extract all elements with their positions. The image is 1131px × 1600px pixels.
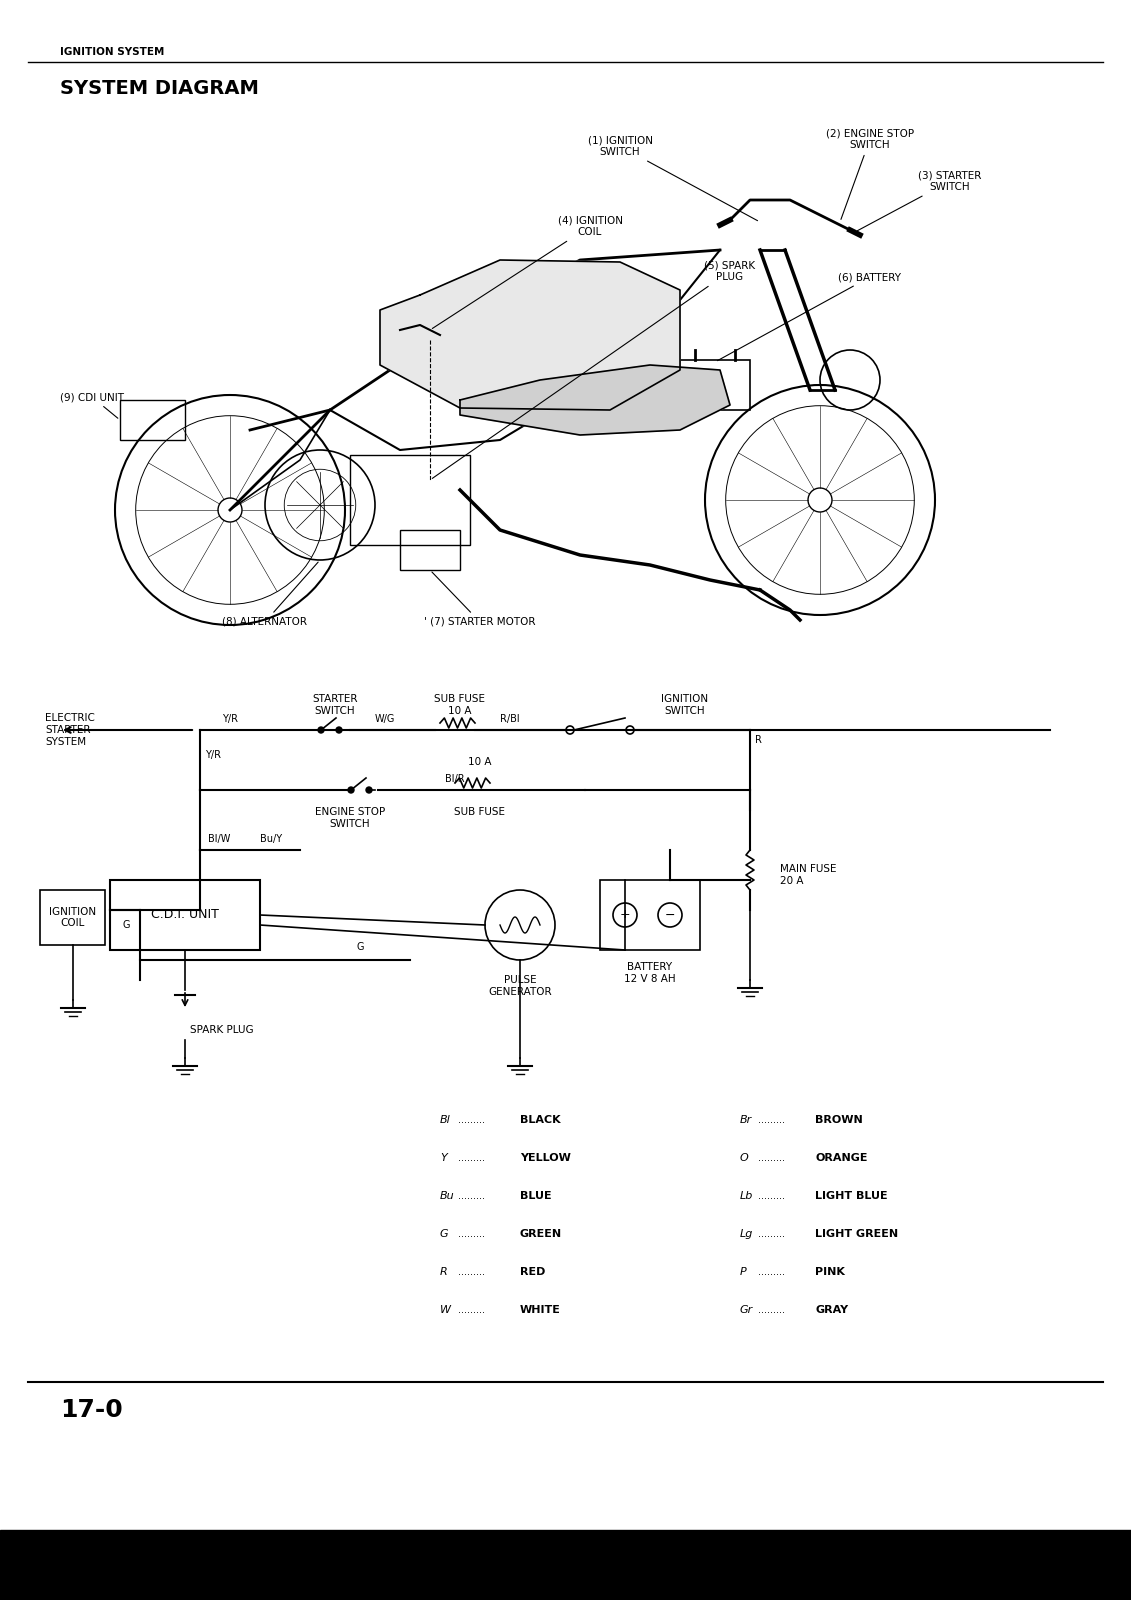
Bar xyxy=(120,400,185,440)
Text: .........: ......... xyxy=(458,1115,489,1125)
Text: ELECTRIC
STARTER
SYSTEM: ELECTRIC STARTER SYSTEM xyxy=(45,714,95,747)
Bar xyxy=(110,880,260,950)
Text: .........: ......... xyxy=(758,1154,788,1163)
Text: .........: ......... xyxy=(458,1154,489,1163)
Text: 10 A: 10 A xyxy=(468,757,492,766)
Text: SPARK PLUG: SPARK PLUG xyxy=(190,1026,253,1035)
Text: +: + xyxy=(620,909,630,922)
Text: BLUE: BLUE xyxy=(520,1190,552,1202)
Text: .........: ......... xyxy=(758,1229,788,1238)
Polygon shape xyxy=(460,365,729,435)
Text: IGNITION
SWITCH: IGNITION SWITCH xyxy=(662,694,708,715)
Text: SYSTEM DIAGRAM: SYSTEM DIAGRAM xyxy=(60,78,259,98)
Text: G: G xyxy=(440,1229,449,1238)
Text: Br: Br xyxy=(740,1115,752,1125)
Bar xyxy=(40,890,105,946)
Text: (3) STARTER
SWITCH: (3) STARTER SWITCH xyxy=(857,171,982,230)
Text: (9) CDI UNIT: (9) CDI UNIT xyxy=(60,392,124,418)
Bar xyxy=(680,360,750,410)
Text: P: P xyxy=(740,1267,746,1277)
Text: Y: Y xyxy=(440,1154,447,1163)
Text: .........: ......... xyxy=(758,1115,788,1125)
Text: LIGHT BLUE: LIGHT BLUE xyxy=(815,1190,888,1202)
Text: W: W xyxy=(440,1306,451,1315)
Text: (1) IGNITION
SWITCH: (1) IGNITION SWITCH xyxy=(587,136,758,221)
Text: (4) IGNITION
COIL: (4) IGNITION COIL xyxy=(432,216,622,328)
Text: Lg: Lg xyxy=(740,1229,753,1238)
Text: R: R xyxy=(440,1267,448,1277)
Text: RED: RED xyxy=(520,1267,545,1277)
Text: R/Bl: R/Bl xyxy=(500,714,520,723)
Text: IGNITION SYSTEM: IGNITION SYSTEM xyxy=(60,46,164,58)
Text: Y/R: Y/R xyxy=(222,714,238,723)
Text: C.D.I. UNIT: C.D.I. UNIT xyxy=(152,909,219,922)
Bar xyxy=(400,530,460,570)
Text: (8) ALTERNATOR: (8) ALTERNATOR xyxy=(223,562,318,627)
Text: G: G xyxy=(122,920,130,930)
Text: .........: ......... xyxy=(758,1190,788,1202)
Text: ORANGE: ORANGE xyxy=(815,1154,867,1163)
Text: ' (7) STARTER MOTOR: ' (7) STARTER MOTOR xyxy=(424,573,536,627)
Text: BLACK: BLACK xyxy=(520,1115,561,1125)
Text: Gr: Gr xyxy=(740,1306,753,1315)
Text: SUB FUSE
10 A: SUB FUSE 10 A xyxy=(434,694,485,715)
Text: .........: ......... xyxy=(458,1267,489,1277)
Text: Bl/R: Bl/R xyxy=(446,774,465,784)
Text: (6) BATTERY: (6) BATTERY xyxy=(717,272,901,360)
Text: .........: ......... xyxy=(458,1306,489,1315)
Text: MAIN FUSE
20 A: MAIN FUSE 20 A xyxy=(780,864,837,886)
Text: (2) ENGINE STOP
SWITCH: (2) ENGINE STOP SWITCH xyxy=(826,128,914,219)
Text: PINK: PINK xyxy=(815,1267,845,1277)
Text: W/G: W/G xyxy=(374,714,395,723)
Text: STARTER
SWITCH: STARTER SWITCH xyxy=(312,694,357,715)
Text: (5) SPARK
PLUG: (5) SPARK PLUG xyxy=(432,261,756,478)
Text: .........: ......... xyxy=(458,1190,489,1202)
Bar xyxy=(0,1530,1131,1600)
Bar xyxy=(601,880,700,950)
Text: LIGHT GREEN: LIGHT GREEN xyxy=(815,1229,898,1238)
Text: Bu/Y: Bu/Y xyxy=(260,834,282,845)
Circle shape xyxy=(366,787,372,794)
Circle shape xyxy=(336,726,342,733)
Text: GRAY: GRAY xyxy=(815,1306,848,1315)
Text: BATTERY
12 V 8 AH: BATTERY 12 V 8 AH xyxy=(624,962,676,984)
Text: SUB FUSE: SUB FUSE xyxy=(455,806,506,818)
Text: .........: ......... xyxy=(758,1306,788,1315)
Circle shape xyxy=(318,726,323,733)
Text: .........: ......... xyxy=(458,1229,489,1238)
Text: O: O xyxy=(740,1154,749,1163)
Text: Lb: Lb xyxy=(740,1190,753,1202)
Text: 17-0: 17-0 xyxy=(60,1398,123,1422)
Text: PULSE
GENERATOR: PULSE GENERATOR xyxy=(489,974,552,997)
Text: R: R xyxy=(756,734,762,746)
Circle shape xyxy=(348,787,354,794)
Text: −: − xyxy=(665,909,675,922)
Bar xyxy=(349,454,470,546)
Text: .........: ......... xyxy=(758,1267,788,1277)
Text: Bl/W: Bl/W xyxy=(208,834,231,845)
Text: ENGINE STOP
SWITCH: ENGINE STOP SWITCH xyxy=(314,806,386,829)
Polygon shape xyxy=(380,259,680,410)
Text: IGNITION
COIL: IGNITION COIL xyxy=(49,907,96,928)
Text: Y/R: Y/R xyxy=(205,750,221,760)
Text: Bu: Bu xyxy=(440,1190,455,1202)
Text: WHITE: WHITE xyxy=(520,1306,561,1315)
Text: G: G xyxy=(356,942,364,952)
Text: Bl: Bl xyxy=(440,1115,451,1125)
Text: BROWN: BROWN xyxy=(815,1115,863,1125)
Text: GREEN: GREEN xyxy=(520,1229,562,1238)
Text: YELLOW: YELLOW xyxy=(520,1154,571,1163)
